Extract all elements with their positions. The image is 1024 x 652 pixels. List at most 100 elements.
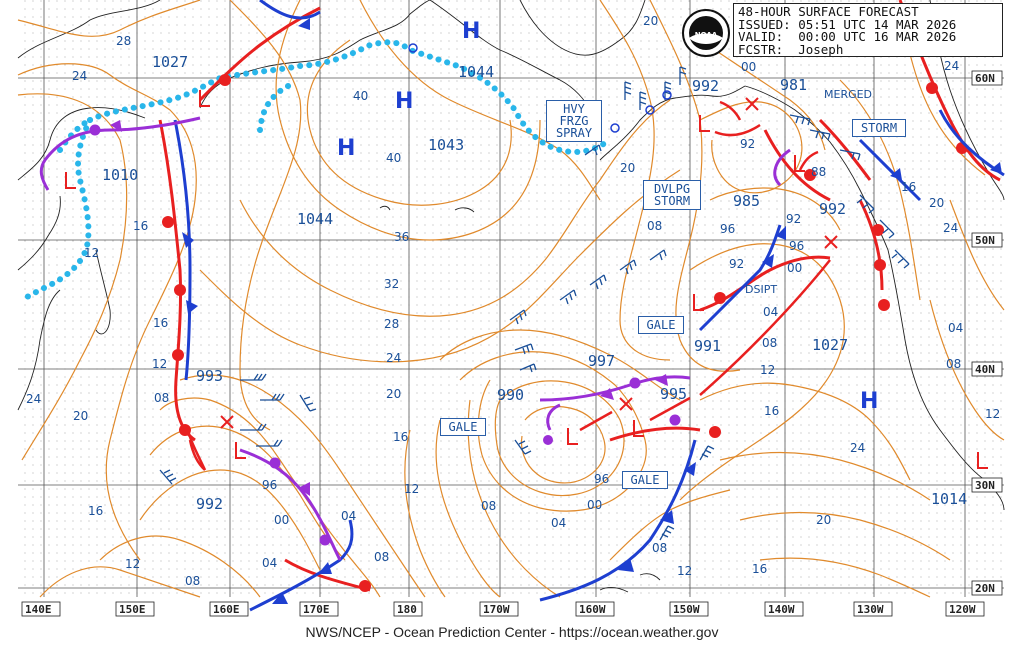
header-issued: ISSUED: 05:51 UTC 14 MAR 2026	[738, 16, 957, 32]
svg-text:16: 16	[901, 180, 916, 194]
center-value: 985	[733, 192, 760, 210]
pressure-labels: 1027 H 1044 H 1043 H 1044 1010 992 981 9…	[102, 19, 967, 513]
svg-text:20: 20	[73, 409, 88, 423]
svg-text:150W: 150W	[673, 603, 700, 616]
center-value: 993	[196, 367, 223, 385]
svg-text:MERGED: MERGED	[824, 88, 872, 101]
svg-text:96: 96	[720, 222, 735, 236]
svg-text:20: 20	[386, 387, 401, 401]
developing-low-symbols	[65, 90, 988, 469]
svg-text:140E: 140E	[25, 603, 52, 616]
isobars	[17, 0, 1005, 598]
svg-text:04: 04	[341, 509, 356, 523]
svg-text:24: 24	[386, 351, 401, 365]
svg-text:50N: 50N	[975, 234, 995, 247]
svg-text:00: 00	[741, 60, 756, 74]
movement-arrows	[186, 100, 831, 471]
svg-text:04: 04	[948, 321, 963, 335]
forecast-header: 48-HOUR SURFACE FORECAST ISSUED: 05:51 UT…	[733, 3, 1003, 57]
svg-text:24: 24	[944, 59, 959, 73]
svg-text:12: 12	[152, 357, 167, 371]
gale-warning-box: GALE	[440, 418, 486, 436]
center-value: 991	[694, 337, 721, 355]
svg-text:150E: 150E	[119, 603, 146, 616]
wind-barbs	[159, 66, 910, 541]
center-value: 1044	[297, 210, 333, 228]
svg-text:00: 00	[587, 498, 602, 512]
gale-warning-box: GALE	[638, 316, 684, 334]
center-value: 992	[692, 77, 719, 95]
svg-text:NOAA: NOAA	[695, 31, 718, 39]
svg-text:H: H	[860, 389, 878, 414]
center-value: 981	[780, 76, 807, 94]
svg-text:40: 40	[386, 151, 401, 165]
svg-text:160W: 160W	[579, 603, 606, 616]
header-forecaster: FCSTR: Joseph	[738, 41, 844, 57]
svg-text:16: 16	[88, 504, 103, 518]
svg-text:88: 88	[811, 165, 826, 179]
svg-text:92: 92	[786, 212, 801, 226]
svg-text:60N: 60N	[975, 72, 995, 85]
header-valid: VALID: 00:00 UTC 16 MAR 2026	[738, 29, 957, 45]
svg-text:160E: 160E	[213, 603, 240, 616]
svg-text:08: 08	[946, 357, 961, 371]
svg-text:16: 16	[764, 404, 779, 418]
svg-text:28: 28	[116, 34, 131, 48]
svg-text:24: 24	[72, 69, 87, 83]
developing-storm-box: DVLPG STORM	[643, 180, 701, 210]
header-title: 48-HOUR SURFACE FORECAST	[738, 4, 919, 19]
svg-text:16: 16	[153, 316, 168, 330]
svg-text:12: 12	[404, 482, 419, 496]
svg-text:20: 20	[929, 196, 944, 210]
svg-text:96: 96	[262, 478, 277, 492]
occluded-front-symbols	[89, 120, 681, 546]
svg-text:130W: 130W	[857, 603, 884, 616]
svg-text:120W: 120W	[949, 603, 976, 616]
noaa-logo-icon: NOAA	[682, 9, 730, 57]
svg-text:180: 180	[397, 603, 417, 616]
svg-text:12: 12	[84, 246, 99, 260]
svg-text:20: 20	[643, 14, 658, 28]
front-annotations: MERGED DSIPT	[745, 88, 872, 296]
svg-text:170E: 170E	[303, 603, 330, 616]
ice-edge	[19, 39, 613, 303]
warning-line: HVY	[563, 102, 585, 116]
x-marks	[220, 97, 838, 429]
svg-text:12: 12	[760, 363, 775, 377]
svg-text:32: 32	[384, 277, 399, 291]
source-credit: NWS/NCEP - Ocean Prediction Center - htt…	[305, 624, 719, 640]
cold-front-symbols	[182, 18, 1002, 604]
svg-text:08: 08	[762, 336, 777, 350]
high-center-symbol: H	[462, 19, 480, 44]
svg-text:24: 24	[850, 441, 865, 455]
center-value: 990	[497, 386, 524, 404]
svg-text:00: 00	[274, 513, 289, 527]
svg-text:16: 16	[393, 430, 408, 444]
center-value: 1044	[458, 63, 494, 81]
center-value: 1010	[102, 166, 138, 184]
center-value: 995	[660, 385, 687, 403]
svg-text:04: 04	[262, 556, 277, 570]
lat-lon-grid	[18, 0, 1004, 597]
svg-text:08: 08	[374, 550, 389, 564]
warning-line: SPRAY	[555, 126, 593, 140]
svg-text:08: 08	[647, 219, 662, 233]
svg-text:20: 20	[816, 513, 831, 527]
gale-warning-box: GALE	[622, 471, 668, 489]
svg-text:12: 12	[125, 557, 140, 571]
svg-text:92: 92	[729, 257, 744, 271]
heavy-freezing-spray-box: HVY FRZG SPRAY	[546, 100, 602, 142]
warning-line: STORM	[653, 194, 691, 208]
svg-text:24: 24	[26, 392, 41, 406]
svg-text:140W: 140W	[768, 603, 795, 616]
center-value: 1014	[931, 490, 967, 508]
svg-text:20N: 20N	[975, 582, 995, 595]
svg-text:28: 28	[384, 317, 399, 331]
svg-text:12: 12	[985, 407, 1000, 421]
center-value: 1043	[428, 136, 464, 154]
svg-text:96: 96	[789, 239, 804, 253]
svg-text:08: 08	[154, 391, 169, 405]
warning-line: FRZG	[559, 114, 589, 128]
warning-line: DVLPG	[653, 182, 691, 196]
